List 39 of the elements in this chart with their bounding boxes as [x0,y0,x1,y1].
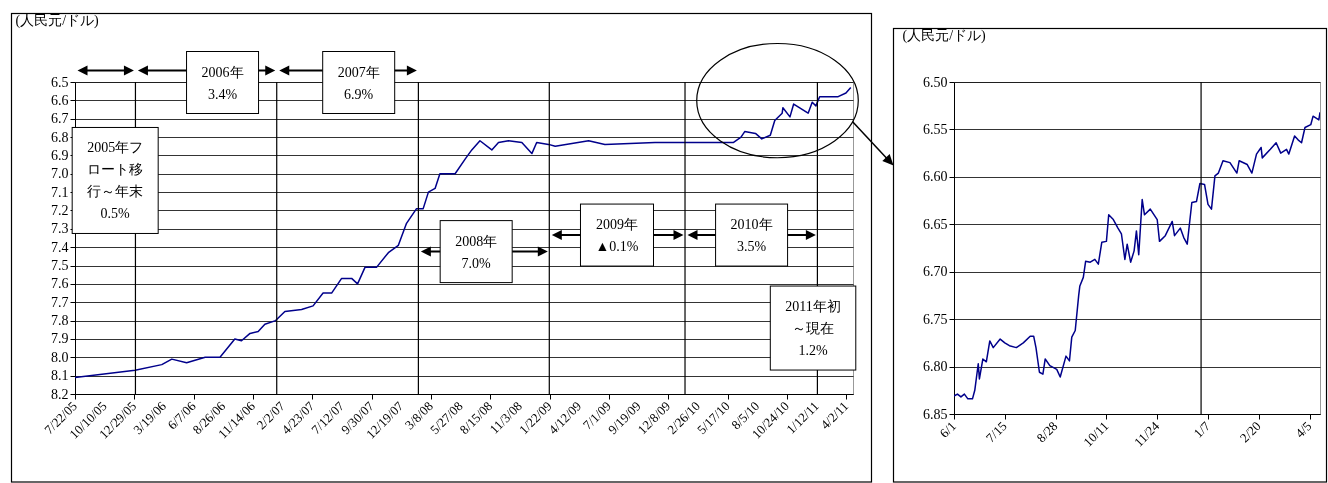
y-tick-label: 7.5 [51,258,69,274]
x-tick-label: 8/28 [1033,418,1061,446]
y-tick-label: 8.0 [51,349,69,365]
y-tick-label: 6.7 [51,111,69,127]
x-tick-label: 2/20 [1236,418,1264,446]
y-tick-label: 7.9 [51,331,69,347]
x-tick-label: 4/5 [1292,418,1315,441]
y-tick-label: 7.7 [51,294,69,310]
y-tick-label: 7.3 [51,221,69,237]
y-tick-label: 6.5 [51,74,69,90]
annotation: 2005年フロート移行～年末0.5% [87,140,144,222]
annotation: 2011年初～現在1.2% [785,299,841,359]
y-tick-label: 6.70 [923,264,948,280]
y-tick-label: 8.1 [51,368,69,384]
y-tick-label: 6.75 [923,311,948,327]
annotation: 2006年3.4% [201,64,244,102]
annotation: 2009年▲0.1% [595,217,639,255]
y-tick-label: 7.2 [51,202,69,218]
y-tick-label: 6.8 [51,129,69,145]
x-tick-label: 7/15 [982,418,1010,446]
annotation: 2010年3.5% [730,217,773,255]
y-axis-title: (人民元/ドル) [902,27,987,44]
annotation: 2007年6.9% [337,64,380,102]
x-tick-label: 1/7 [1190,418,1214,441]
y-tick-label: 7.1 [51,184,69,200]
y-tick-label: 6.50 [923,74,948,90]
y-tick-label: 7.0 [51,166,69,182]
y-tick-label: 6.60 [923,169,948,185]
y-tick-label: 7.4 [51,239,69,255]
y-tick-label: 6.55 [923,121,948,137]
y-tick-label: 6.9 [51,147,69,163]
y-tick-label: 7.6 [51,276,69,292]
y-tick-label: 6.65 [923,216,948,232]
annotation: 2008年7.0% [455,233,498,271]
y-tick-label: 8.2 [51,386,69,402]
y-tick-label: 6.6 [51,92,69,108]
y-tick-label: 7.8 [51,313,69,329]
y-axis-title: (人民元/ドル) [15,12,100,29]
y-tick-label: 6.80 [923,359,948,375]
